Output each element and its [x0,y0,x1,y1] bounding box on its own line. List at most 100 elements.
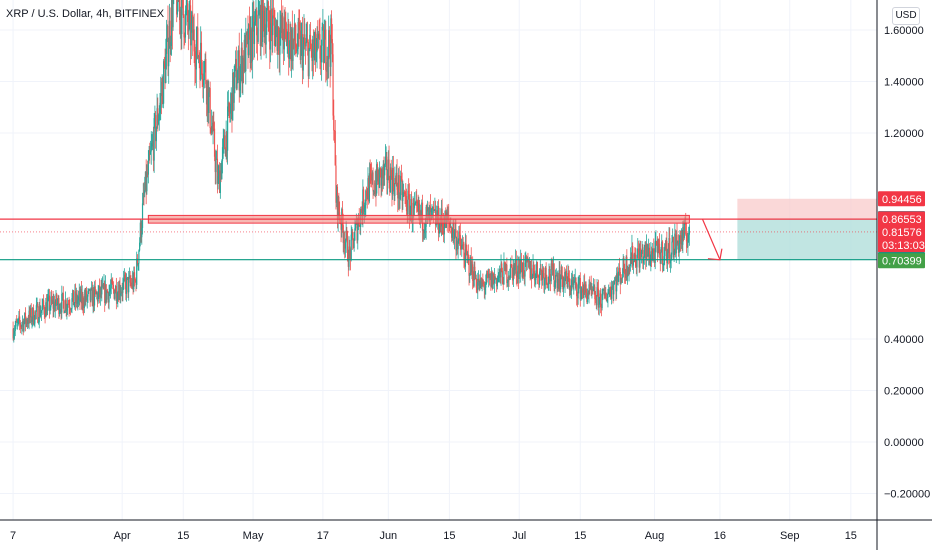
candle-body [474,266,476,279]
candle-body [240,47,243,65]
x-tick-label: 16 [714,530,726,542]
candle-body [212,122,214,133]
candle-body [308,48,310,77]
candle-body [13,333,15,339]
candle-body [285,28,288,46]
candle-body [668,238,670,254]
candle-body [288,23,290,59]
candle-body [116,299,118,301]
candle-body [664,246,666,257]
candle-body [450,227,452,228]
candle-body [626,256,628,277]
candles [12,0,690,343]
candle-body [114,292,116,299]
candle-body [121,291,123,293]
candle-body [106,291,108,300]
candle-body [104,283,106,303]
y-tick-label: 0.20000 [884,386,924,398]
candle-body [239,78,241,91]
candle-body [67,303,69,308]
candle-body [188,9,190,32]
candle-body [301,34,303,36]
candle-body [539,268,541,272]
candle-body [474,278,477,280]
candle-body [39,306,41,317]
price-tag [878,224,925,253]
candle-body [192,29,195,41]
candle-body [654,241,656,263]
candle-body [647,254,649,257]
candle-body [183,15,185,38]
candle-body [200,42,202,80]
candle-body [489,273,491,278]
candle-body [263,10,265,38]
candle-body [372,172,374,192]
candle-body [259,9,261,15]
candle-body [454,229,456,233]
candle-body [325,70,328,72]
candle-body [586,292,588,303]
candle-body [40,310,43,314]
candle-body [304,45,307,47]
candle-body [123,274,125,279]
currency-button[interactable]: USD [892,7,920,25]
candle-body [574,277,576,281]
candle-body [471,264,473,273]
candle-body [272,15,275,17]
candle-body [443,226,445,235]
candle-body [72,290,75,306]
candle-body [53,301,55,309]
candle-body [131,282,133,287]
candle-body [312,39,315,58]
candle-body [235,58,237,89]
candle-body [328,30,330,60]
candle-body [89,288,91,301]
candle-body [129,275,131,283]
candle-body [357,226,359,241]
candle-body [371,172,373,181]
candle-body [32,307,34,320]
candle-body [680,235,682,244]
candle-body [565,270,567,279]
candle-body [504,262,507,272]
candle-body [562,277,565,290]
candle-body [256,35,259,42]
candle-body [76,293,78,304]
candle-body [492,273,494,289]
x-tick-label: 7 [10,530,16,542]
candle-body [642,250,644,264]
candle-body [24,312,27,324]
candle-body [38,306,40,323]
candle-body [352,238,355,248]
candle-body [284,17,286,22]
candle-body [145,171,147,192]
projection-arrow-head [707,248,723,261]
candle-body [511,264,513,268]
candle-body [560,278,562,290]
candle-body [405,196,408,212]
candle-body [195,66,197,70]
candle-body [456,241,459,250]
candle-body [571,279,573,281]
candle-body [656,241,658,246]
candle-body [418,203,420,212]
candle-body [304,34,306,46]
candle-body [629,257,632,266]
candle-body [599,293,601,298]
candle-body [182,0,184,16]
candle-body [619,271,621,284]
candle-body [502,283,504,285]
candle-body [96,293,98,295]
candle-body [624,274,626,278]
candle-body [548,269,550,283]
candle-body [264,24,266,38]
candle-body [534,279,536,281]
candle-body [136,258,138,285]
candle-body [482,281,484,283]
candle-body [549,269,551,279]
candle-body [112,285,115,290]
candle-body [369,173,371,174]
candle-body [430,209,432,213]
candle-body [688,234,690,240]
